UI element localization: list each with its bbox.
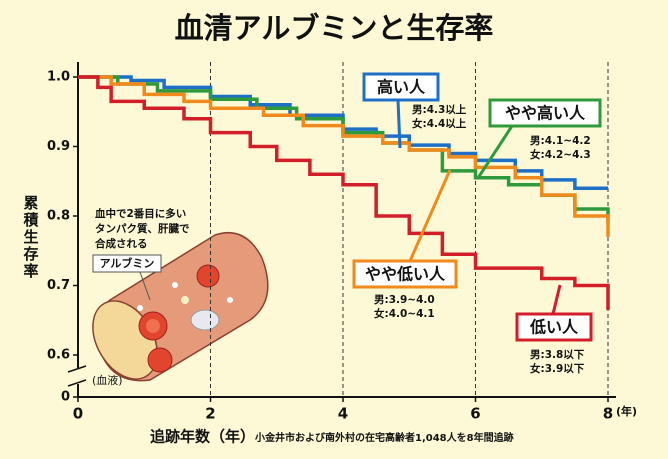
x-axis-label: 追跡年数（年）: [150, 428, 255, 446]
callout-leader: [396, 99, 402, 149]
albumin-leader: [139, 271, 151, 301]
illustration-caption: タンパク質、肝臓で: [95, 222, 190, 235]
albumin-label-box: [92, 254, 162, 273]
callout-leader: [476, 125, 514, 179]
x-tick-label: 6: [470, 405, 480, 423]
legend-label: やや低い人: [365, 265, 446, 284]
albumin-label: アルブミン: [100, 256, 155, 270]
illustration-caption: 血中で2番目に多い: [95, 207, 186, 220]
x-axis-note: 小金井市および南外村の在宅高齢者1,048人を8年間追跡: [254, 431, 514, 444]
legend-note: 男:3.9~4.0: [374, 294, 435, 306]
axis-break-label: (血液): [92, 373, 123, 387]
legend-note: 女:4.2~4.3: [530, 148, 591, 161]
illustration-caption: 合成される: [94, 237, 148, 250]
callout-leader: [408, 169, 452, 262]
vessel-illustration: [92, 231, 269, 382]
callout-leader: [551, 284, 562, 315]
legend-note: 男:4.1~4.2: [530, 135, 591, 147]
x-tick-label: 0: [73, 405, 83, 423]
survival-line: [78, 75, 610, 310]
x-unit: (年): [616, 404, 637, 418]
legend-note: 男:4.3以上: [412, 103, 467, 116]
legend-note: 女:4.0~4.1: [374, 307, 435, 320]
axis-break: [67, 365, 87, 387]
legend-note: 男:3.8以下: [530, 349, 585, 361]
x-tick-label: 4: [338, 405, 348, 423]
legend-note: 女:3.9以下: [530, 362, 585, 375]
legend-label: やや高い人: [505, 104, 586, 123]
survival-line: [78, 75, 610, 237]
legend-box: [362, 72, 440, 102]
y-tick-label: 0.7: [47, 278, 70, 293]
y-axis-label: 累積生存率: [22, 195, 40, 280]
legend-box: [488, 98, 602, 128]
y-tick-label: 0.8: [47, 209, 70, 224]
legend-box: [515, 312, 593, 342]
legend-note: 女:4.4以上: [412, 117, 467, 130]
chart-title: 血清アルブミンと生存率: [175, 11, 494, 45]
legend-box: [352, 259, 458, 289]
y-tick-label: 0.6: [47, 348, 70, 363]
y-tick-label: 1.0: [47, 70, 70, 85]
y-tick-label: 0: [61, 390, 70, 405]
x-tick-label: 8: [603, 405, 613, 423]
legend-label: 高い人: [377, 78, 426, 97]
legend-label: 低い人: [529, 318, 579, 337]
x-tick-label: 2: [205, 405, 215, 423]
y-tick-label: 0.9: [47, 139, 70, 154]
